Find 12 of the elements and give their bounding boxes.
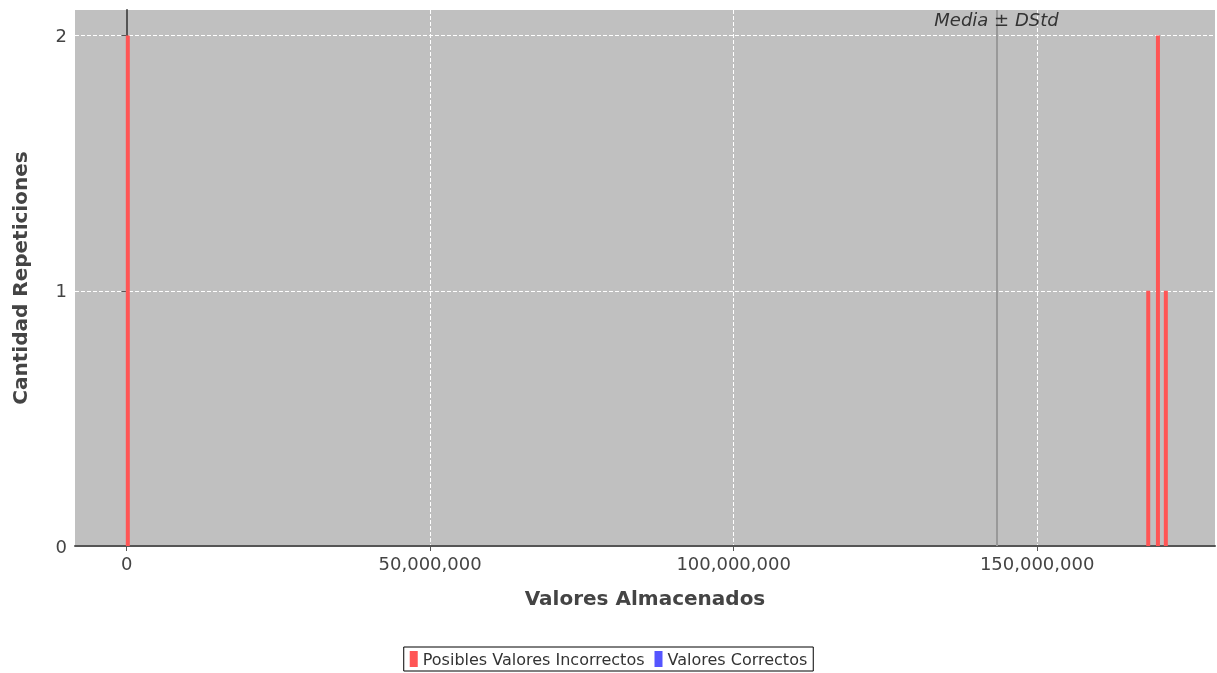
- y-axis-title: Cantidad Repeticiones: [8, 151, 32, 405]
- ref-line-label: Media ± DStd: [934, 8, 1060, 30]
- legend-label: Valores Correctos: [667, 649, 808, 669]
- x-tick-label: 50,000,000: [378, 552, 482, 574]
- legend-label: Posibles Valores Incorrectos: [422, 649, 645, 669]
- y-tick-label: 0: [55, 535, 67, 557]
- x-tick-label: 150,000,000: [979, 552, 1095, 574]
- x-axis-title: Valores Almacenados: [524, 586, 766, 610]
- y-tick-label: 1: [55, 280, 67, 302]
- x-tick-label: 0: [120, 552, 133, 574]
- y-tick-label: 2: [55, 25, 67, 47]
- x-tick-label: 100,000,000: [676, 552, 791, 574]
